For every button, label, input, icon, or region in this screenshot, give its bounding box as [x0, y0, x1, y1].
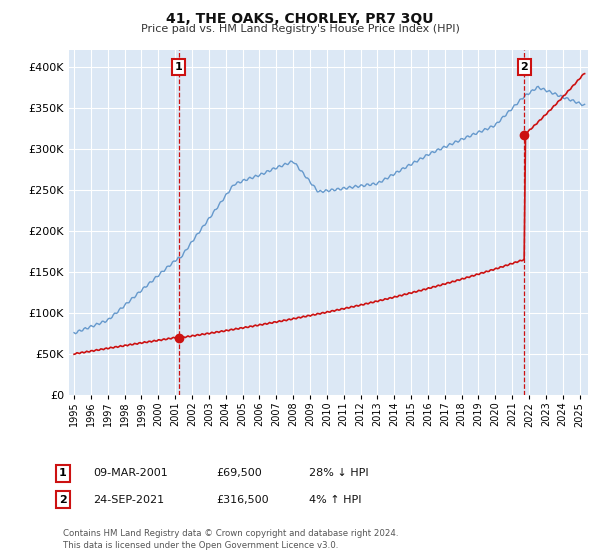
Text: Price paid vs. HM Land Registry's House Price Index (HPI): Price paid vs. HM Land Registry's House …	[140, 24, 460, 34]
Text: 28% ↓ HPI: 28% ↓ HPI	[309, 468, 368, 478]
Text: 2: 2	[59, 494, 67, 505]
Text: 2: 2	[521, 62, 529, 72]
Text: 1: 1	[175, 62, 182, 72]
Text: This data is licensed under the Open Government Licence v3.0.: This data is licensed under the Open Gov…	[63, 541, 338, 550]
Text: £316,500: £316,500	[216, 494, 269, 505]
Text: 09-MAR-2001: 09-MAR-2001	[93, 468, 168, 478]
Text: 24-SEP-2021: 24-SEP-2021	[93, 494, 164, 505]
Text: 4% ↑ HPI: 4% ↑ HPI	[309, 494, 361, 505]
Text: 1: 1	[59, 468, 67, 478]
Text: 41, THE OAKS, CHORLEY, PR7 3QU: 41, THE OAKS, CHORLEY, PR7 3QU	[166, 12, 434, 26]
Text: Contains HM Land Registry data © Crown copyright and database right 2024.: Contains HM Land Registry data © Crown c…	[63, 530, 398, 539]
Text: £69,500: £69,500	[216, 468, 262, 478]
